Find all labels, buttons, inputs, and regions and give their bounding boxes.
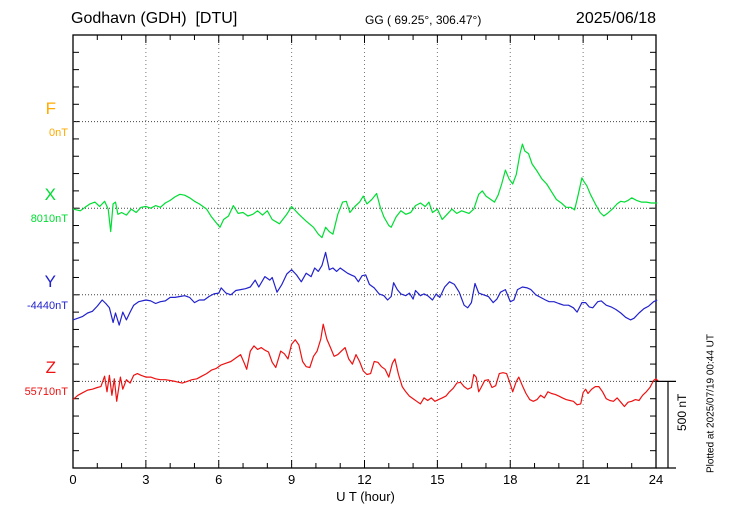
x-tick-label-21: 21 <box>575 472 591 487</box>
scale-bar-label: 500 nT <box>675 393 689 431</box>
series-letter-Y: Y <box>44 271 56 291</box>
x-tick-label-6: 6 <box>215 472 223 487</box>
trace-X <box>72 143 658 239</box>
x-tick-label-18: 18 <box>503 472 518 487</box>
trace-Z <box>72 323 659 408</box>
x-tick-label-3: 3 <box>142 472 150 487</box>
x-tick-label-24: 24 <box>648 472 664 487</box>
page-title: Godhavn (GDH) [DTU] <box>71 10 238 27</box>
series-letter-X: X <box>44 185 56 205</box>
series-baseline-value-F: 0nT <box>49 126 68 139</box>
station-coordinates: GG ( 69.25°, 306.47°) <box>365 13 482 27</box>
x-tick-label-9: 9 <box>288 472 296 487</box>
x-axis-label: U T (hour) <box>336 489 395 504</box>
series-baseline-value-Y: -4440nT <box>27 299 68 312</box>
series-letter-F: F <box>45 98 56 118</box>
series-letter-Z: Z <box>45 358 56 378</box>
trace-Y <box>72 251 658 326</box>
plot-border <box>72 34 657 469</box>
plotted-at-note: Plotted at 2025/07/19 00:44 UT <box>705 334 717 473</box>
series-baseline-value-X: 8010nT <box>30 213 68 226</box>
series-baseline-value-Z: 55710nT <box>24 386 68 399</box>
x-tick-label-15: 15 <box>430 472 445 487</box>
x-tick-label-12: 12 <box>357 472 372 487</box>
x-tick-label-0: 0 <box>69 472 77 487</box>
plot-date: 2025/06/18 <box>575 10 656 27</box>
